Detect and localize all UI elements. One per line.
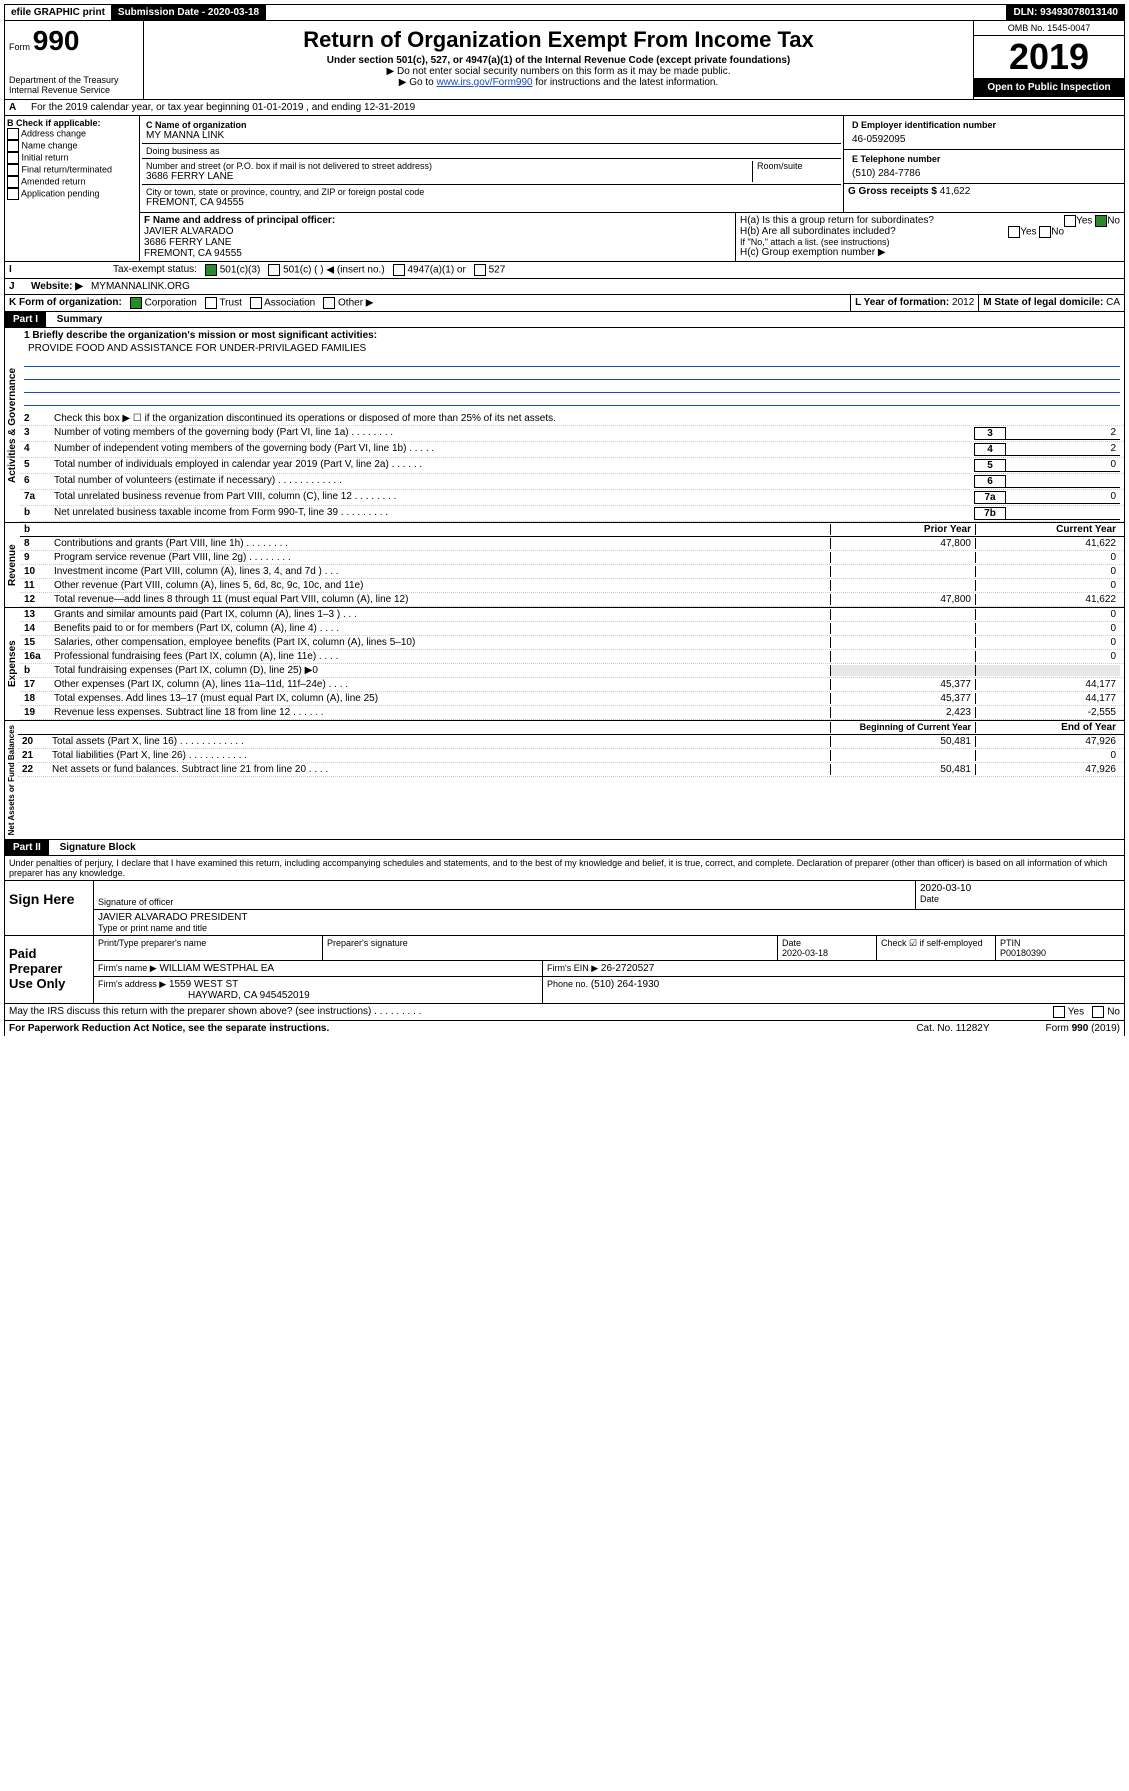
summary-line: 21Total liabilities (Part X, line 26) . … bbox=[18, 749, 1124, 763]
checkif-item: Address change bbox=[7, 128, 137, 140]
summary-line: 8Contributions and grants (Part VIII, li… bbox=[20, 537, 1124, 551]
checkif-item: Final return/terminated bbox=[7, 164, 137, 176]
tax-year: 2019 bbox=[974, 36, 1124, 78]
paid-preparer-label: Paid Preparer Use Only bbox=[5, 936, 93, 1003]
firm-ein: 26-2720527 bbox=[601, 963, 654, 974]
summary-line: 22Net assets or fund balances. Subtract … bbox=[18, 763, 1124, 777]
summary-line: 20Total assets (Part X, line 16) . . . .… bbox=[18, 735, 1124, 749]
firm-name: WILLIAM WESTPHAL EA bbox=[159, 963, 274, 974]
summary-line: 11Other revenue (Part VIII, column (A), … bbox=[20, 579, 1124, 593]
summary-line: 17Other expenses (Part IX, column (A), l… bbox=[20, 678, 1124, 692]
summary-line: 19Revenue less expenses. Subtract line 1… bbox=[20, 706, 1124, 720]
officer-typed: JAVIER ALVARADO PRESIDENT bbox=[98, 912, 1120, 923]
org-street: 3686 FERRY LANE bbox=[146, 171, 752, 182]
summary-line: 7aTotal unrelated business revenue from … bbox=[20, 490, 1124, 506]
mission-text: PROVIDE FOOD AND ASSISTANCE FOR UNDER-PR… bbox=[20, 343, 1124, 354]
checkif-item: Initial return bbox=[7, 152, 137, 164]
summary-line: 15Salaries, other compensation, employee… bbox=[20, 636, 1124, 650]
part-ii-header: Part II bbox=[5, 840, 49, 855]
expenses-label: Expenses bbox=[5, 608, 20, 720]
efile-label: efile GRAPHIC print bbox=[5, 5, 112, 20]
summary-line: 10Investment income (Part VIII, column (… bbox=[20, 565, 1124, 579]
dln: DLN: 93493078013140 bbox=[1007, 5, 1124, 20]
open-public: Open to Public Inspection bbox=[974, 78, 1124, 97]
gross-receipts: 41,622 bbox=[940, 186, 971, 197]
org-city: FREMONT, CA 94555 bbox=[146, 197, 837, 208]
checkif-item: Amended return bbox=[7, 176, 137, 188]
checkif-item: Name change bbox=[7, 140, 137, 152]
submission-date: Submission Date - 2020-03-18 bbox=[112, 5, 266, 20]
summary-line: 4Number of independent voting members of… bbox=[20, 442, 1124, 458]
summary-line: bTotal fundraising expenses (Part IX, co… bbox=[20, 664, 1124, 678]
tax-period: For the 2019 calendar year, or tax year … bbox=[27, 100, 419, 115]
summary-line: bNet unrelated business taxable income f… bbox=[20, 506, 1124, 522]
summary-line: 13Grants and similar amounts paid (Part … bbox=[20, 608, 1124, 622]
top-bar: efile GRAPHIC print Submission Date - 20… bbox=[4, 4, 1125, 21]
part-i-header: Part I bbox=[5, 312, 46, 327]
form-title: Return of Organization Exempt From Incom… bbox=[148, 27, 969, 53]
form-footer: Form 990 (2019) bbox=[1042, 1021, 1124, 1036]
form-number: 990 bbox=[33, 25, 80, 56]
phone: (510) 284-7786 bbox=[848, 166, 1120, 181]
sign-here-label: Sign Here bbox=[5, 881, 93, 935]
governance-label: Activities & Governance bbox=[5, 328, 20, 522]
org-name: MY MANNA LINK bbox=[146, 130, 837, 141]
summary-line: 2Check this box ▶ ☐ if the organization … bbox=[20, 412, 1124, 426]
check-if-applicable: B Check if applicable: Address change Na… bbox=[5, 116, 140, 261]
summary-line: 6Total number of volunteers (estimate if… bbox=[20, 474, 1124, 490]
officer-name: JAVIER ALVARADO bbox=[144, 226, 731, 237]
revenue-label: Revenue bbox=[5, 523, 20, 607]
website: MYMANNALINK.ORG bbox=[87, 279, 194, 294]
summary-line: 12Total revenue—add lines 8 through 11 (… bbox=[20, 593, 1124, 607]
irs-link[interactable]: www.irs.gov/Form990 bbox=[436, 77, 532, 88]
checkif-item: Application pending bbox=[7, 188, 137, 200]
preparer-phone: (510) 264-1930 bbox=[591, 979, 659, 990]
summary-line: 9Program service revenue (Part VIII, lin… bbox=[20, 551, 1124, 565]
summary-line: 3Number of voting members of the governi… bbox=[20, 426, 1124, 442]
ptin: P00180390 bbox=[1000, 948, 1046, 958]
perjury-statement: Under penalties of perjury, I declare th… bbox=[4, 856, 1125, 881]
summary-line: 16aProfessional fundraising fees (Part I… bbox=[20, 650, 1124, 664]
summary-line: 14Benefits paid to or for members (Part … bbox=[20, 622, 1124, 636]
form-header: Form 990 Department of the Treasury Inte… bbox=[4, 21, 1125, 100]
sign-date: 2020-03-10 bbox=[920, 883, 1120, 894]
summary-line: 5Total number of individuals employed in… bbox=[20, 458, 1124, 474]
summary-line: 18Total expenses. Add lines 13–17 (must … bbox=[20, 692, 1124, 706]
ein: 46-0592095 bbox=[848, 132, 1120, 147]
omb-number: OMB No. 1545-0047 bbox=[974, 21, 1124, 36]
netassets-label: Net Assets or Fund Balances bbox=[5, 721, 18, 839]
